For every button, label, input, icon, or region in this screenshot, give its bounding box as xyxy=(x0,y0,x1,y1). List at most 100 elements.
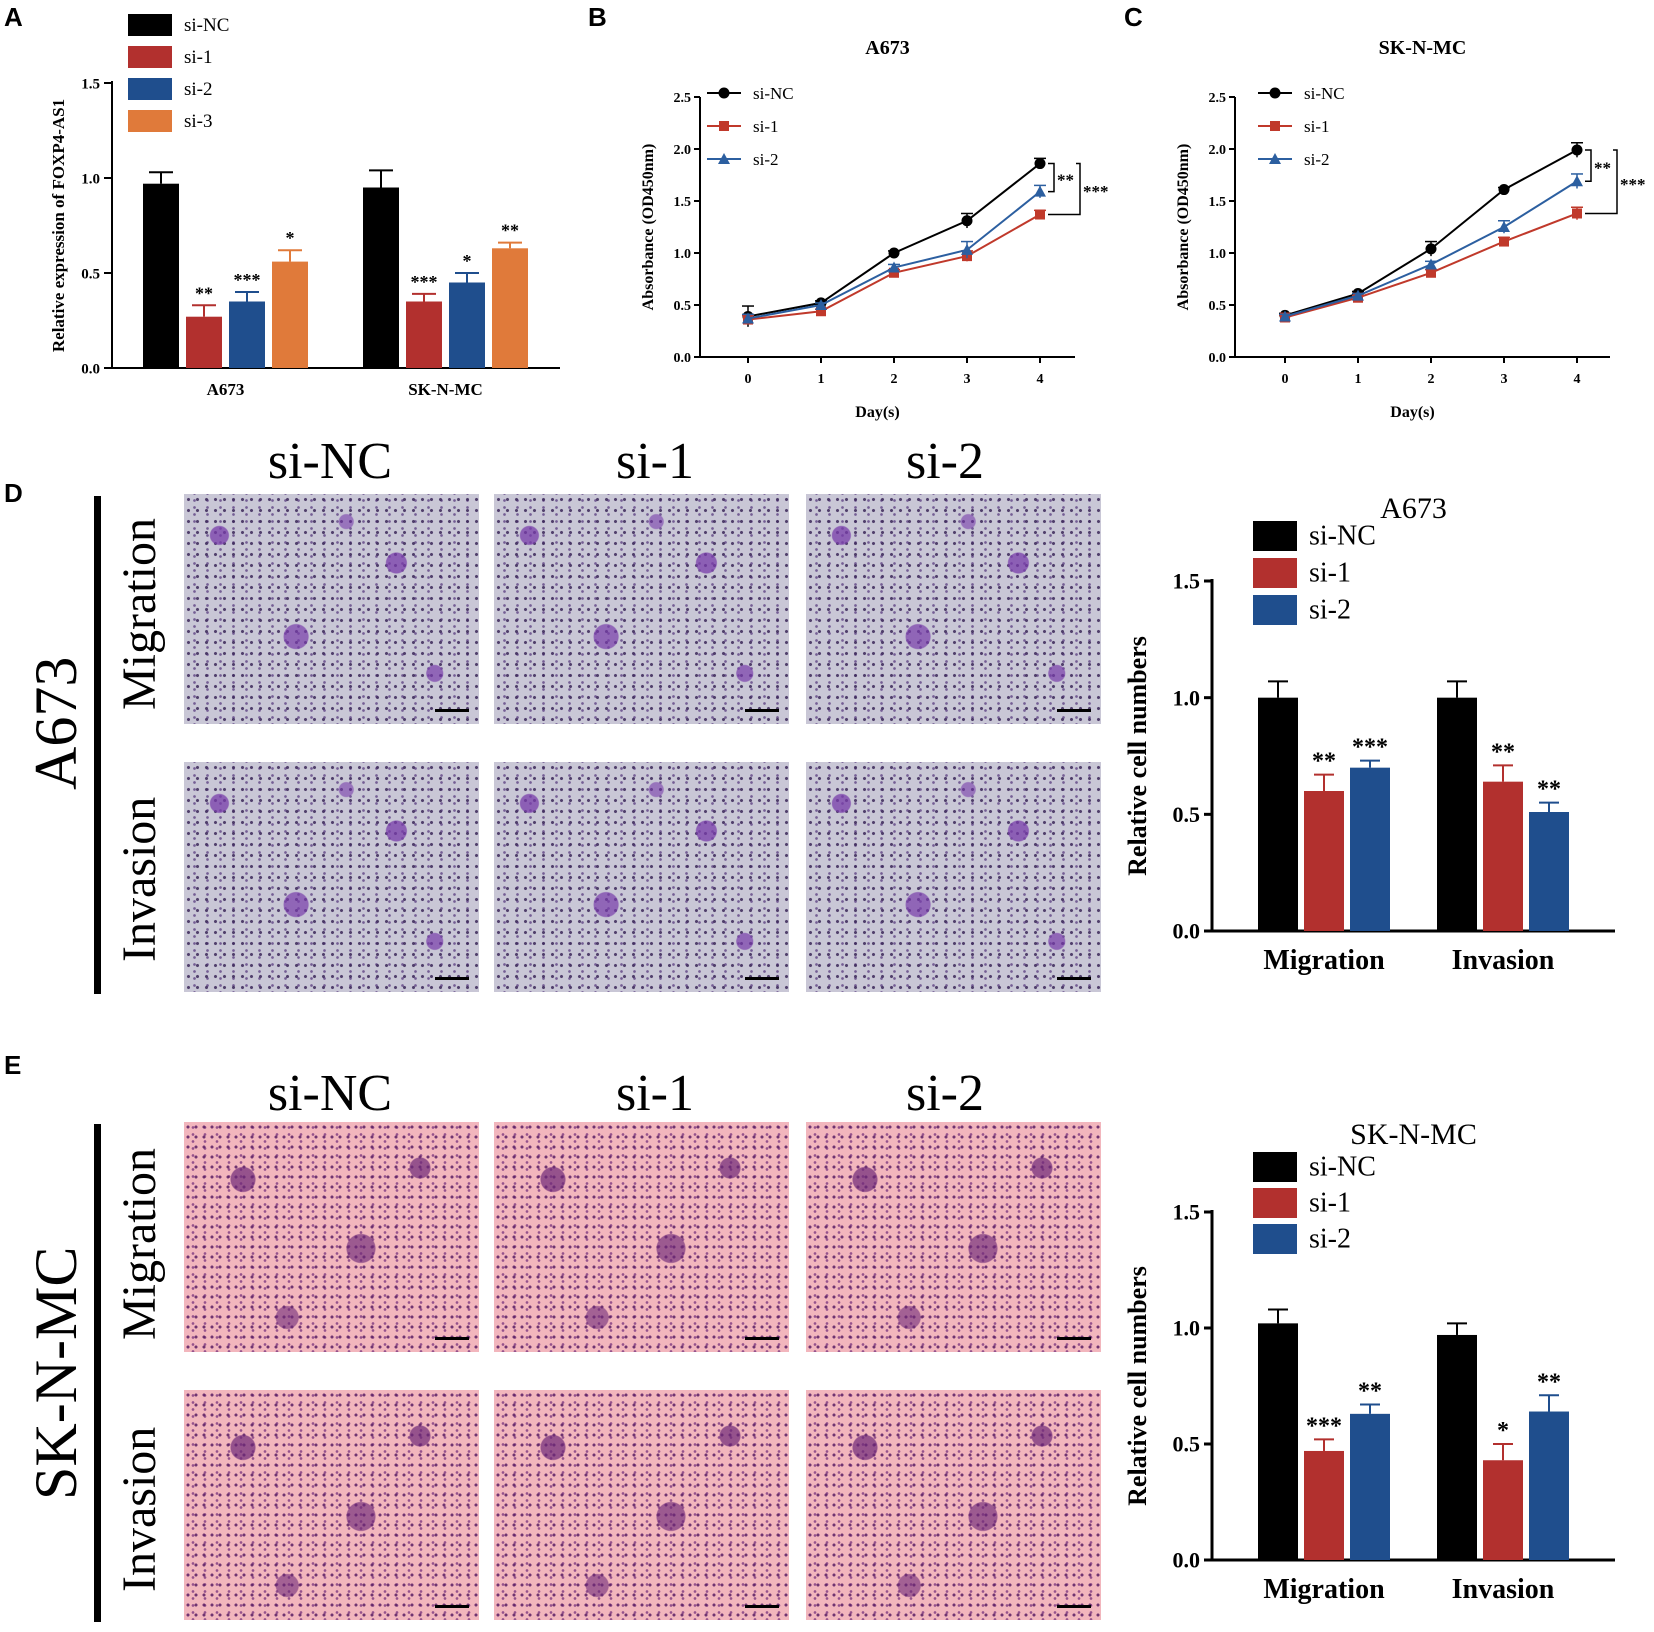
data-point-si-2-day-2 xyxy=(888,261,900,273)
legend-marker-si-nc xyxy=(718,87,730,99)
x-category-label: Migration xyxy=(1263,945,1385,976)
data-point-si-1-day-2 xyxy=(889,267,899,278)
panel-letter-d: D xyxy=(4,478,23,508)
x-category-label: SK-N-MC xyxy=(408,380,483,399)
y-axis-label: Relative expression of FOXP4-AS1 xyxy=(49,99,68,352)
chart-b: A673 0.0 0.5 1.0 1.5 2.0 2.5 0 1 2 3 4 Day(s) Absorba… xyxy=(625,20,1125,430)
y-tick-label: 2.0 xyxy=(674,143,692,158)
micrograph-e-invasion-si-2 xyxy=(806,1390,1101,1620)
legend-swatch-si-2 xyxy=(128,78,172,100)
data-point-si-1-day-4 xyxy=(1035,209,1045,220)
scale-bar xyxy=(1057,977,1091,980)
bar-migration-si-2 xyxy=(1350,1413,1390,1560)
panel-letter-e: E xyxy=(4,1050,22,1080)
significance-bracket xyxy=(1585,149,1592,182)
chart-d-title: A673 xyxy=(1380,492,1447,525)
scale-bar xyxy=(435,1605,469,1608)
col-header-si-nc-e: si-NC xyxy=(267,1065,393,1122)
y-tick-label: 1.0 xyxy=(1173,685,1201,710)
series-line-si-nc xyxy=(1284,149,1578,317)
group-bar-d xyxy=(94,496,101,994)
significance-label: * xyxy=(463,251,472,271)
x-category-label: Invasion xyxy=(1452,1574,1555,1605)
legend-label-si-nc: si-NC xyxy=(1309,1151,1376,1182)
legend-label-si-1: si-1 xyxy=(1304,117,1330,136)
legend-swatch-si-1 xyxy=(1253,558,1297,588)
data-point-si-1-day-3 xyxy=(1499,236,1509,247)
micrograph-d-invasion-si-2 xyxy=(806,762,1101,992)
scale-bar xyxy=(745,709,779,712)
scale-bar xyxy=(1057,1337,1091,1340)
x-axis-label: Day(s) xyxy=(855,404,899,421)
legend-label-si-nc: si-NC xyxy=(1304,84,1345,103)
y-tick-label: 0.0 xyxy=(674,351,692,366)
legend-label-si-1: si-1 xyxy=(184,47,213,68)
chart-c: SK-N-MC 0.0 0.5 1.0 1.5 2.0 2.5 0 1 2 3 4 Day(s) Abso… xyxy=(1160,20,1654,430)
y-axis-label: Absorbance (OD450nm) xyxy=(640,144,657,311)
x-tick-label: 3 xyxy=(1501,372,1508,387)
significance-bracket xyxy=(1048,162,1055,193)
legend-marker-si-1 xyxy=(1270,121,1280,131)
col-header-si-2-d: si-2 xyxy=(906,433,984,490)
bar-sk-n-mc-si-1 xyxy=(406,301,442,368)
chart-e: SK-N-MC 0.0 0.5 1.0 1.5 Relative cell numbers… xyxy=(1110,1110,1654,1627)
legend-label-si-nc: si-NC xyxy=(184,15,229,36)
y-tick-label: 1.0 xyxy=(1209,247,1227,262)
col-header-si-1-e: si-1 xyxy=(616,1065,694,1122)
data-point-si-1-day-2 xyxy=(1426,267,1436,278)
cell-line-label-e: SK-N-MC xyxy=(23,1246,89,1500)
panel-letter-b: B xyxy=(588,2,607,32)
chart-c-svg: SK-N-MC 0.0 0.5 1.0 1.5 2.0 2.5 0 1 2 3 4 Day(s) Abso… xyxy=(1175,37,1646,421)
significance-label: *** xyxy=(1083,182,1109,201)
y-tick-label: 2.5 xyxy=(674,91,692,106)
significance-bracket xyxy=(1585,149,1618,215)
legend-label-si-nc: si-NC xyxy=(753,84,794,103)
scale-bar xyxy=(745,977,779,980)
significance-label: ** xyxy=(195,283,213,303)
micrograph-d-invasion-si-nc xyxy=(184,762,479,992)
y-tick-label: 1.5 xyxy=(1209,195,1227,210)
col-header-si-2-e: si-2 xyxy=(906,1065,984,1122)
data-point-si-2-day-3 xyxy=(1498,221,1510,232)
legend-marker-si-1 xyxy=(719,121,729,131)
legend-swatch-si-3 xyxy=(128,110,172,132)
significance-label: ** xyxy=(1537,1369,1561,1395)
x-tick-label: 2 xyxy=(891,372,898,387)
y-axis-label: Relative cell numbers xyxy=(1123,1266,1152,1506)
y-tick-label: 0.0 xyxy=(1209,351,1227,366)
x-tick-label: 0 xyxy=(745,372,752,387)
data-point-si-2-day-3 xyxy=(961,243,973,255)
col-header-si-1-d: si-1 xyxy=(616,433,694,490)
scale-bar xyxy=(435,977,469,980)
significance-label: *** xyxy=(1352,735,1388,761)
significance-label: * xyxy=(286,228,295,248)
significance-label: *** xyxy=(1620,175,1646,194)
y-tick-label: 0.5 xyxy=(1173,1432,1201,1457)
data-point-si-1-day-4 xyxy=(1572,208,1582,219)
chart-e-svg: SK-N-MC 0.0 0.5 1.0 1.5 Relative cell numbers… xyxy=(1123,1118,1615,1605)
legend-swatch-si-nc xyxy=(1253,1152,1297,1182)
chart-d: A673 0.0 0.5 1.0 1.5 Relative cell numbers ** *… xyxy=(1110,485,1654,1005)
legend-label-si-2: si-2 xyxy=(1309,1223,1351,1254)
legend-label-si-3: si-3 xyxy=(184,111,213,132)
legend-swatch-si-2 xyxy=(1253,1224,1297,1254)
y-tick-label: 1.5 xyxy=(1173,569,1201,594)
row-label-migration-d: Migration xyxy=(113,518,166,710)
bar-migration-si-2 xyxy=(1350,767,1390,931)
significance-label: ** xyxy=(1358,1379,1382,1405)
y-tick-label: 0.0 xyxy=(81,361,100,377)
legend-label-si-nc: si-NC xyxy=(1309,520,1376,551)
data-point-si-2-day-2 xyxy=(1425,258,1437,270)
significance-label: *** xyxy=(1306,1413,1342,1439)
data-point-si-2-day-4 xyxy=(1571,175,1583,187)
y-tick-label: 1.5 xyxy=(1173,1200,1201,1225)
significance-label: ** xyxy=(1491,739,1515,765)
scale-bar xyxy=(1057,709,1091,712)
y-tick-label: 1.0 xyxy=(1173,1316,1201,1341)
legend-swatch-si-nc xyxy=(128,14,172,36)
bar-migration-si-nc xyxy=(1258,1323,1298,1560)
significance-bracket xyxy=(1048,162,1081,216)
x-tick-label: 0 xyxy=(1282,372,1289,387)
legend-label-si-1: si-1 xyxy=(1309,557,1351,588)
significance-label: *** xyxy=(411,272,438,292)
